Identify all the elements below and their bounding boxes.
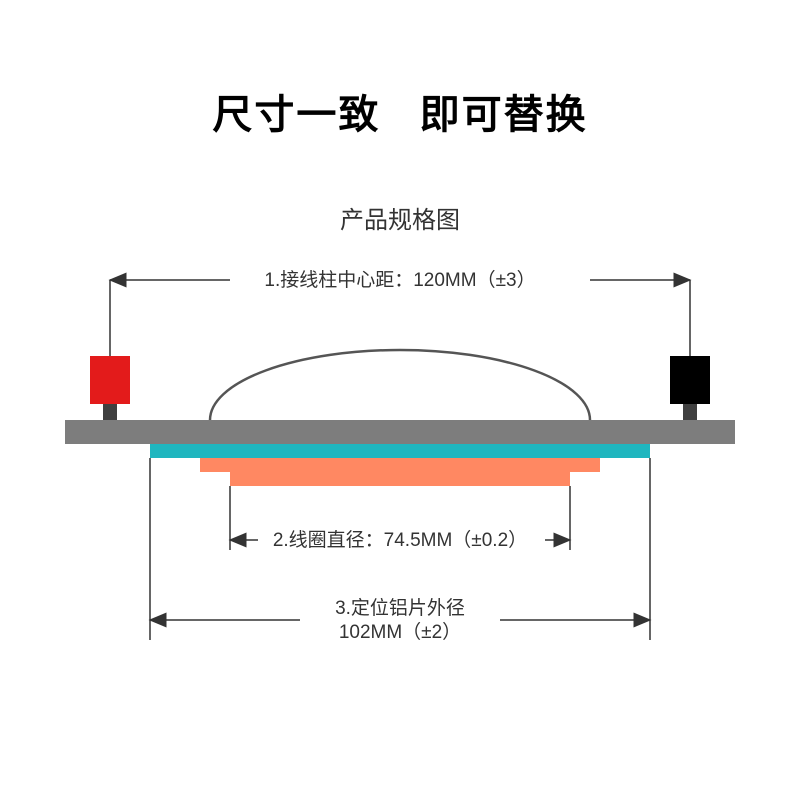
dim1-label: 1.接线柱中心距：120MM（±3） bbox=[264, 269, 535, 291]
dim3-label-line1: 3.定位铝片外径 bbox=[335, 597, 465, 619]
black-terminal bbox=[670, 356, 710, 420]
title-left: 尺寸一致 bbox=[212, 93, 380, 137]
dim2-group: 2.线圈直径：74.5MM（±0.2） bbox=[230, 486, 570, 551]
red-terminal bbox=[90, 356, 130, 420]
title-right: 即可替换 bbox=[420, 93, 588, 137]
main-title: 尺寸一致 即可替换 bbox=[0, 82, 800, 140]
dim2-label: 2.线圈直径：74.5MM（±0.2） bbox=[273, 529, 527, 551]
coral-layer-1 bbox=[200, 458, 600, 472]
dim3-label-line2: 102MM（±2） bbox=[339, 621, 461, 643]
teal-layer bbox=[150, 444, 650, 458]
dim1-group: 1.接线柱中心距：120MM（±3） bbox=[110, 269, 690, 405]
gray-plate bbox=[65, 420, 735, 444]
dome bbox=[210, 350, 590, 420]
spec-diagram: 1.接线柱中心距：120MM（±3） 2.线圈直径：74.5MM（±0.2） 3… bbox=[0, 240, 800, 740]
subtitle: 产品规格图 bbox=[0, 200, 800, 235]
coral-layer-2 bbox=[230, 472, 570, 486]
